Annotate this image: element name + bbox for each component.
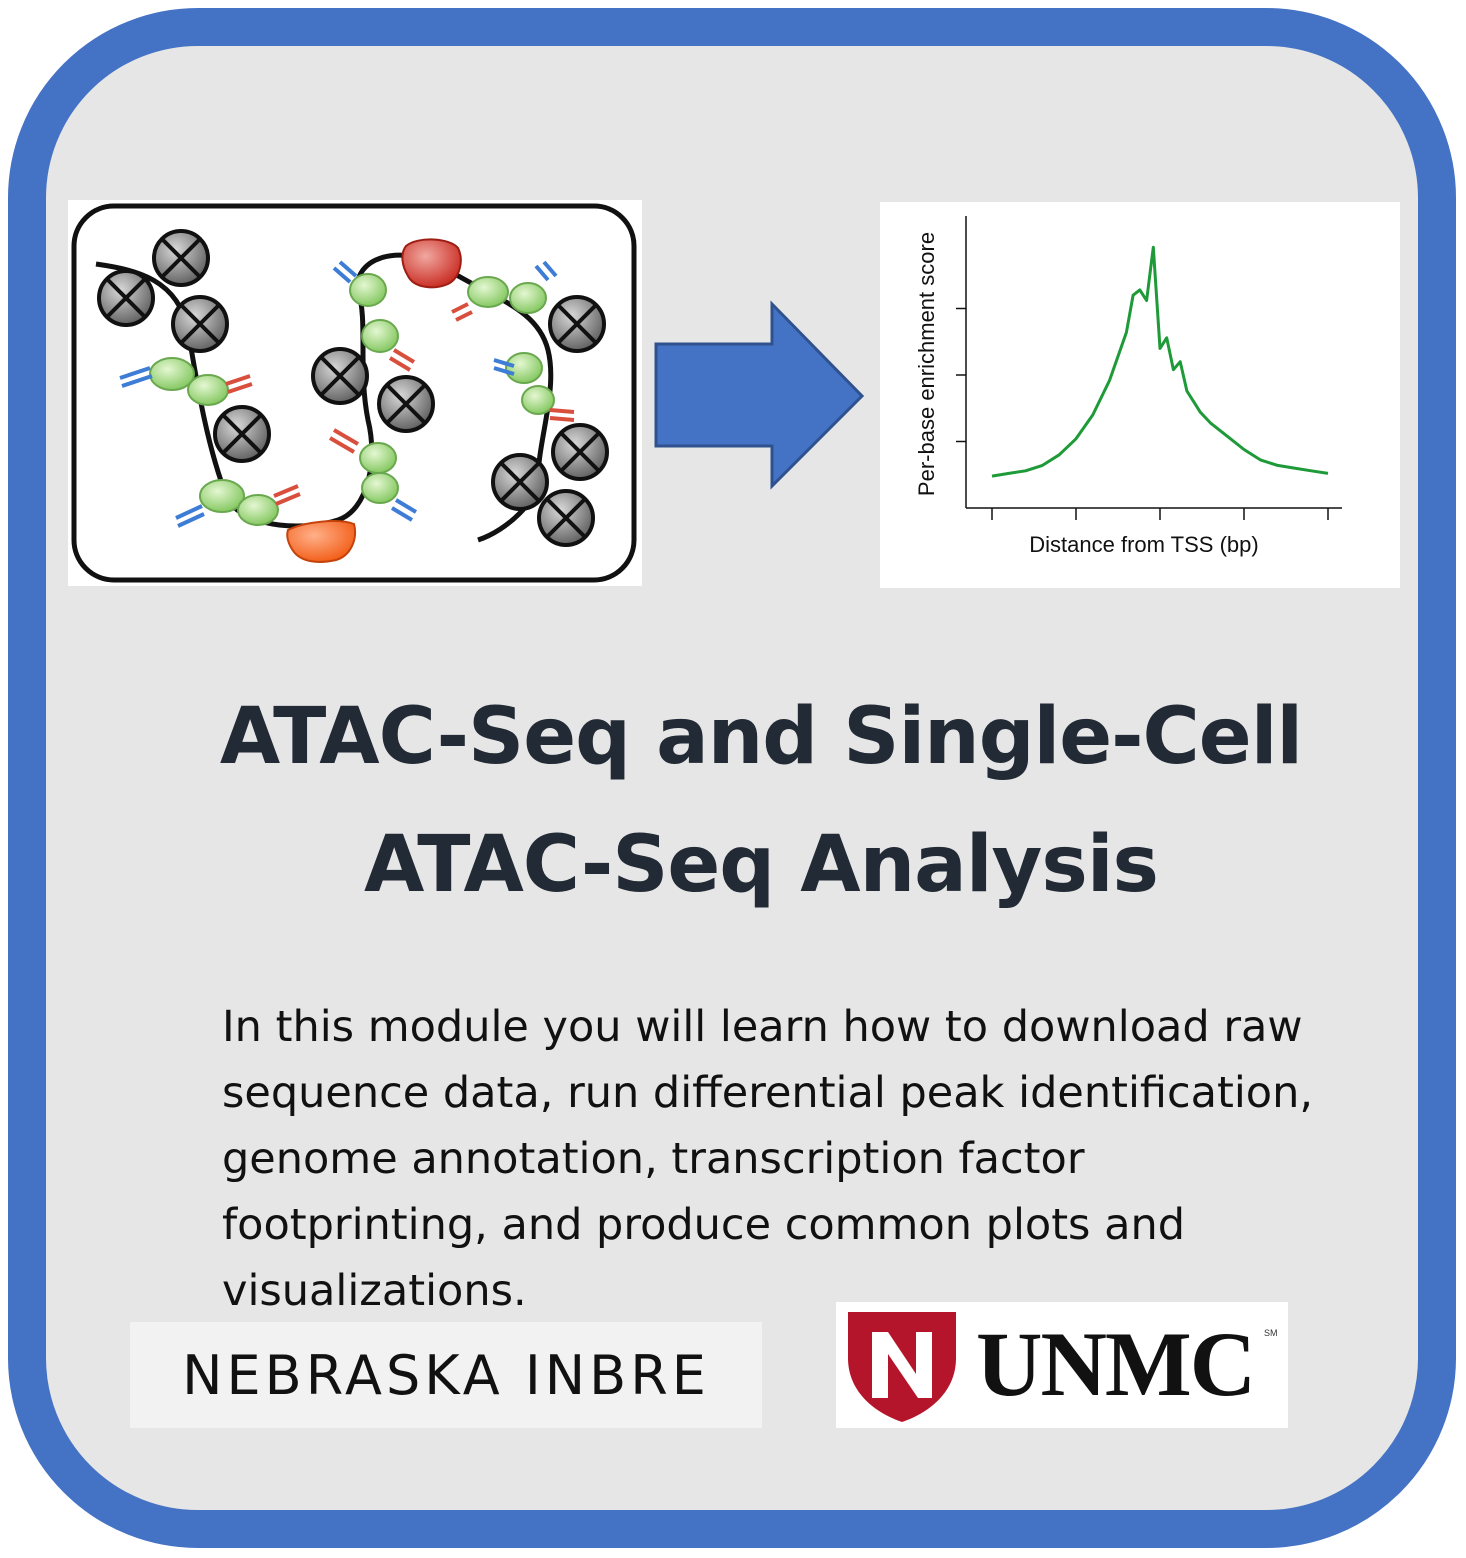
page-title-line-1: ATAC-Seq and Single-Cell bbox=[219, 692, 1303, 782]
transcription-factor-icon bbox=[401, 238, 462, 289]
nucleosome-icon bbox=[548, 295, 606, 353]
y-axis-label: Per-base enrichment score bbox=[914, 232, 939, 496]
transcription-factor-icon bbox=[286, 520, 356, 563]
chromatin-illustration bbox=[71, 203, 637, 583]
enrichment-plot-panel: Distance from TSS (bp) Per-base enrichme… bbox=[880, 202, 1400, 588]
x-axis-label: Distance from TSS (bp) bbox=[1029, 532, 1258, 557]
unmc-service-mark: SM bbox=[1264, 1328, 1278, 1338]
adapter-icon bbox=[119, 260, 575, 528]
nucleosome-icon bbox=[213, 405, 271, 463]
arrow-right-icon bbox=[654, 300, 865, 490]
nebraska-inbre-logo: NEBRASKA INBRE bbox=[130, 1322, 762, 1428]
module-description: In this module you will learn how to dow… bbox=[222, 1002, 1313, 1316]
module-card: Distance from TSS (bp) Per-base enrichme… bbox=[8, 8, 1456, 1548]
nucleosome-icon bbox=[491, 453, 549, 511]
nucleosome-icon bbox=[311, 347, 369, 405]
unmc-logo: UNMC SM bbox=[836, 1302, 1288, 1428]
page-title-line-2: ATAC-Seq Analysis bbox=[363, 820, 1159, 910]
nucleosome-icon bbox=[551, 423, 609, 481]
enrichment-chart: Distance from TSS (bp) Per-base enrichme… bbox=[914, 216, 1342, 557]
nucleosome-icon bbox=[97, 269, 155, 327]
nucleosome-icon bbox=[152, 229, 210, 287]
nucleosome-icon bbox=[537, 489, 595, 547]
enrichment-series-line bbox=[991, 245, 1329, 478]
nebraska-inbre-logo-text: NEBRASKA INBRE bbox=[182, 1343, 710, 1407]
nucleosome-icon bbox=[171, 295, 229, 353]
nucleosome-icon bbox=[377, 375, 435, 433]
unmc-shield-icon bbox=[848, 1312, 956, 1422]
chromatin-illustration-panel bbox=[68, 200, 642, 586]
unmc-logo-text: UNMC bbox=[976, 1313, 1256, 1415]
transposase-icon bbox=[149, 273, 555, 526]
